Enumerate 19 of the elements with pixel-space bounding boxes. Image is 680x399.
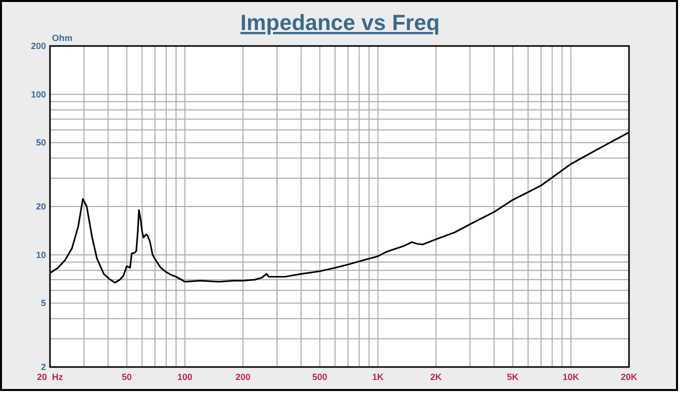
y-tick-label: 5 <box>40 298 46 308</box>
y-tick-label: 20 <box>36 202 46 212</box>
x-tick-label: 20 Hz <box>36 372 64 382</box>
y-tick-label: 10 <box>36 250 46 260</box>
chart-title: Impedance vs Freq <box>240 10 440 35</box>
y-tick-label: 50 <box>36 138 46 148</box>
y-tick-label: 2 <box>40 362 46 372</box>
x-tick-label: 1K <box>372 372 384 382</box>
x-tick-label: 5K <box>507 372 520 382</box>
y-tick-label: 200 <box>30 41 46 51</box>
y-tick-label: 100 <box>30 89 46 100</box>
x-tick-label: 50 <box>122 372 132 382</box>
x-tick-label: 500 <box>312 372 328 382</box>
x-tick-label: 2K <box>430 372 442 382</box>
x-tick-label: 20K <box>620 372 638 382</box>
x-tick-label: 10K <box>562 372 580 382</box>
y-axis-title: Ohm <box>52 33 73 43</box>
x-tick-label: 200 <box>235 372 251 382</box>
x-tick-label: 100 <box>177 372 192 382</box>
